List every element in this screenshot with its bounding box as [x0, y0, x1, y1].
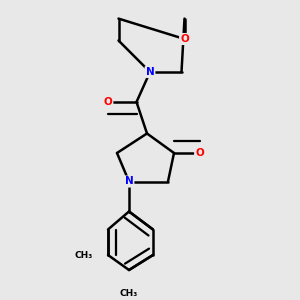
- Text: O: O: [180, 34, 189, 44]
- Text: CH₃: CH₃: [120, 290, 138, 298]
- Text: CH₃: CH₃: [75, 250, 93, 260]
- Text: N: N: [146, 67, 154, 77]
- Text: N: N: [124, 176, 134, 187]
- Text: O: O: [103, 97, 112, 107]
- Text: O: O: [195, 148, 204, 158]
